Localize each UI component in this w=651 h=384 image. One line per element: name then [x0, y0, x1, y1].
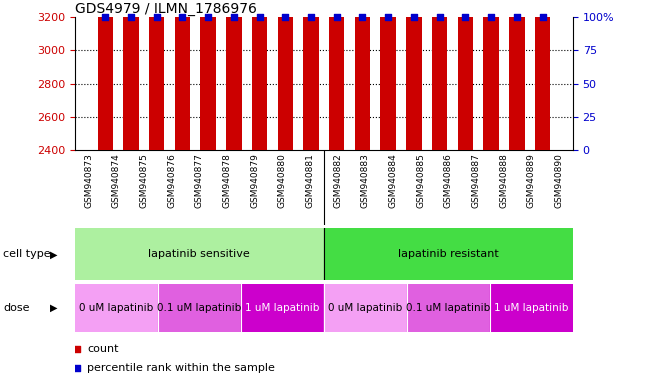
Text: GSM940874: GSM940874 [112, 153, 121, 207]
Bar [406, 0, 422, 150]
Text: GSM940877: GSM940877 [195, 153, 204, 208]
Text: GSM940885: GSM940885 [416, 153, 425, 208]
Text: GSM940888: GSM940888 [499, 153, 508, 208]
Text: GSM940876: GSM940876 [167, 153, 176, 208]
Text: count: count [87, 344, 119, 354]
Text: GSM940878: GSM940878 [223, 153, 232, 208]
Text: 0.1 uM lapatinib: 0.1 uM lapatinib [406, 303, 490, 313]
Point [486, 14, 496, 20]
Point [357, 14, 368, 20]
Text: GSM940873: GSM940873 [84, 153, 93, 208]
Bar [407, 284, 490, 332]
Bar [226, 0, 242, 150]
Text: dose: dose [3, 303, 30, 313]
Text: ▶: ▶ [49, 303, 57, 313]
Text: GSM940880: GSM940880 [278, 153, 287, 208]
Text: percentile rank within the sample: percentile rank within the sample [87, 363, 275, 373]
Point [255, 14, 265, 20]
Bar [75, 284, 158, 332]
Bar [252, 0, 268, 150]
Point [177, 14, 187, 20]
Text: cell type: cell type [3, 249, 51, 260]
Text: 0.1 uM lapatinib: 0.1 uM lapatinib [158, 303, 242, 313]
Bar [324, 228, 573, 280]
Bar [380, 0, 396, 150]
Point [100, 14, 111, 20]
Point [512, 14, 522, 20]
Bar [75, 228, 324, 280]
Bar [174, 0, 190, 150]
Text: GSM940886: GSM940886 [444, 153, 453, 208]
Point [229, 14, 239, 20]
Bar [432, 0, 447, 150]
Bar [483, 0, 499, 150]
Point [537, 14, 547, 20]
Bar [158, 284, 241, 332]
Bar [201, 0, 216, 150]
Point [331, 14, 342, 20]
Text: 1 uM lapatinib: 1 uM lapatinib [494, 303, 568, 313]
Bar [329, 0, 344, 150]
Text: ▶: ▶ [49, 249, 57, 260]
Point [306, 14, 316, 20]
Point [434, 14, 445, 20]
Bar [535, 0, 550, 150]
Text: lapatinib resistant: lapatinib resistant [398, 249, 499, 260]
Bar [458, 0, 473, 150]
Text: GSM940882: GSM940882 [333, 153, 342, 207]
Point [460, 14, 471, 20]
Point [126, 14, 136, 20]
Point [383, 14, 393, 20]
Text: GSM940875: GSM940875 [139, 153, 148, 208]
Bar [149, 0, 165, 150]
Bar [509, 0, 525, 150]
Bar [241, 284, 324, 332]
Text: GSM940881: GSM940881 [305, 153, 314, 208]
Text: GDS4979 / ILMN_1786976: GDS4979 / ILMN_1786976 [75, 2, 256, 16]
Text: lapatinib sensitive: lapatinib sensitive [148, 249, 250, 260]
Bar [98, 0, 113, 150]
Text: GSM940884: GSM940884 [389, 153, 398, 207]
Text: GSM940883: GSM940883 [361, 153, 370, 208]
Bar [490, 284, 573, 332]
Point [72, 365, 83, 371]
Text: GSM940879: GSM940879 [250, 153, 259, 208]
Point [280, 14, 290, 20]
Text: 0 uM lapatinib: 0 uM lapatinib [328, 303, 402, 313]
Bar [303, 0, 319, 150]
Point [409, 14, 419, 20]
Text: 1 uM lapatinib: 1 uM lapatinib [245, 303, 320, 313]
Point [203, 14, 214, 20]
Text: 0 uM lapatinib: 0 uM lapatinib [79, 303, 154, 313]
Text: GSM940889: GSM940889 [527, 153, 536, 208]
Bar [324, 284, 407, 332]
Bar [355, 0, 370, 150]
Bar [277, 0, 293, 150]
Point [72, 346, 83, 352]
Text: GSM940890: GSM940890 [555, 153, 564, 208]
Bar [123, 0, 139, 150]
Text: GSM940887: GSM940887 [471, 153, 480, 208]
Point [152, 14, 162, 20]
